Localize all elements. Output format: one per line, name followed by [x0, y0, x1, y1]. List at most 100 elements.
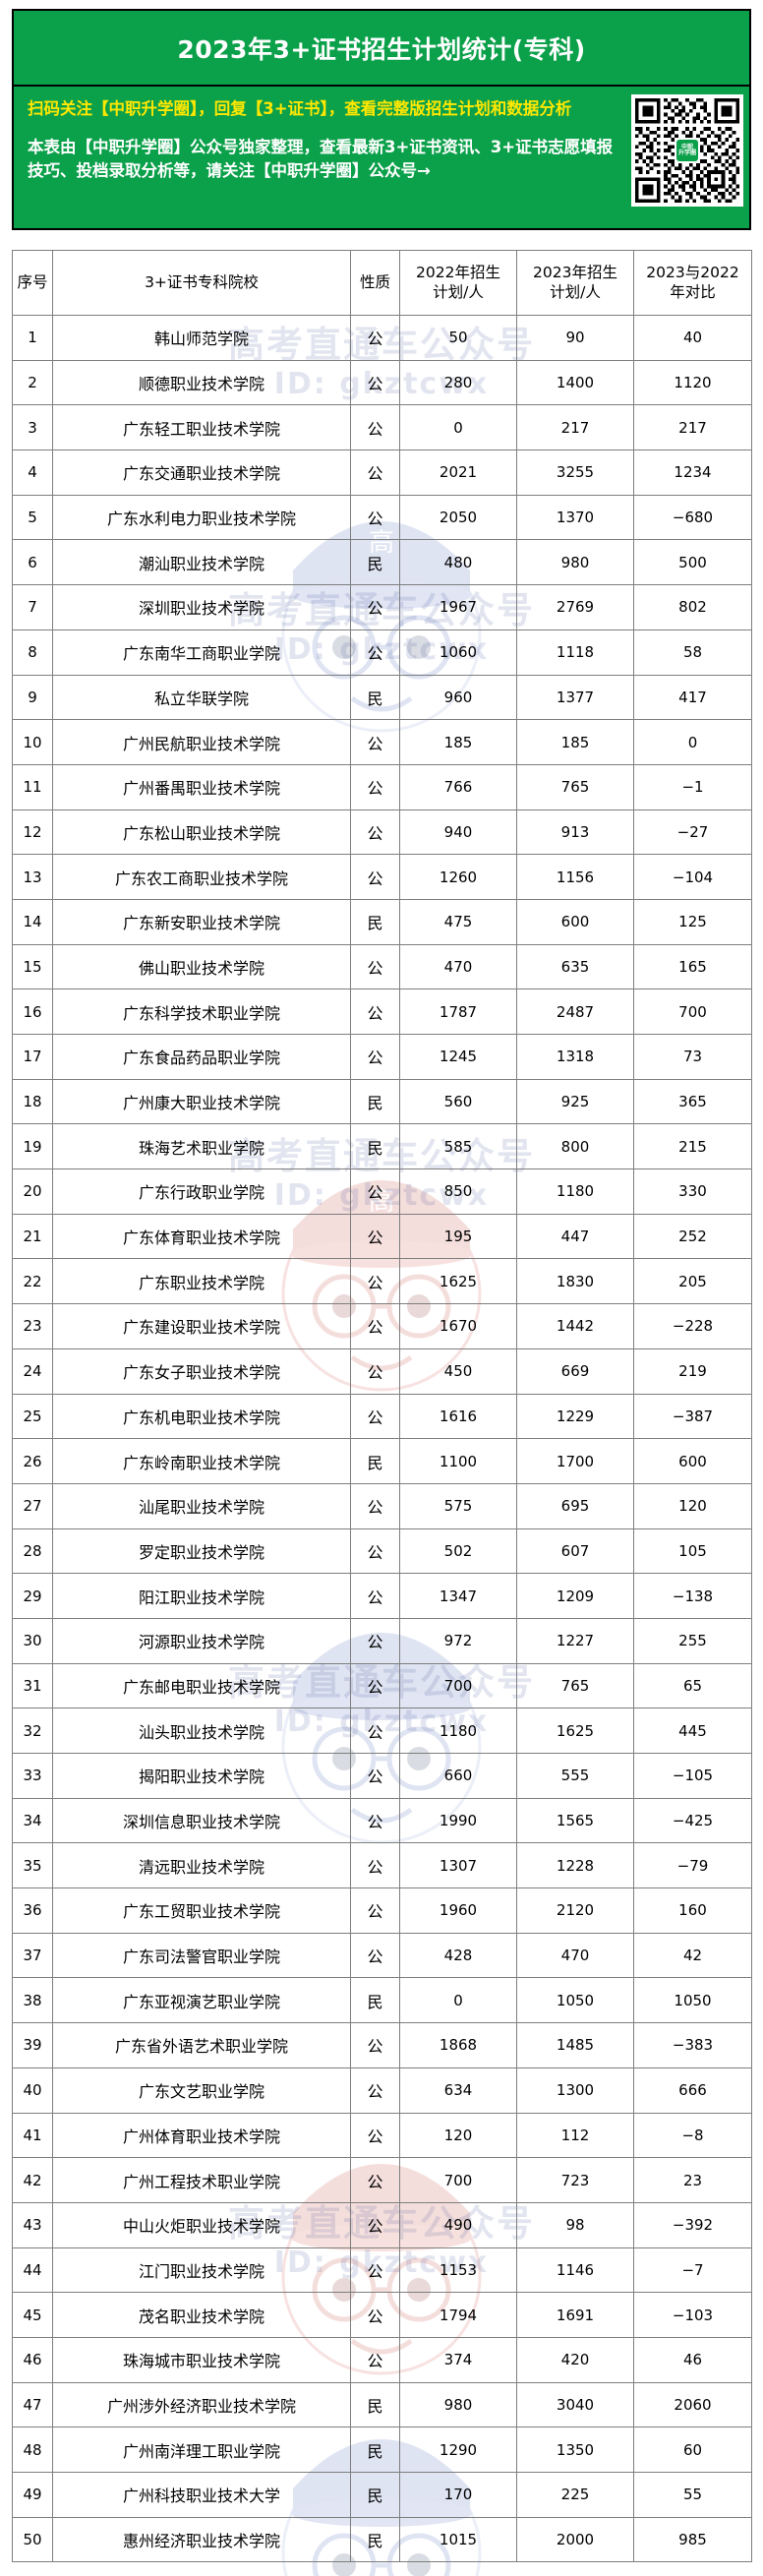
row-plan-2022: 120 [399, 2112, 517, 2159]
row-school-type: 公 [350, 1303, 400, 1349]
row-diff: 985 [633, 2516, 752, 2563]
row-school-type: 公 [350, 1348, 400, 1395]
column-header-plan-2022: 2022年招生 计划/人 [399, 250, 517, 316]
row-plan-2022: 1015 [399, 2516, 517, 2563]
row-index: 32 [12, 1707, 53, 1754]
row-school-type: 民 [350, 1078, 400, 1125]
table-row: 49 广州科技职业技术大学民 170 225 55 [12, 2472, 752, 2518]
table-row: 5 广东水利电力职业技术学院公 2050 1370 −680 [12, 494, 752, 541]
row-diff: −383 [633, 2022, 752, 2068]
column-header-plan-2022-line2: 计划/人 [433, 282, 484, 301]
table-row: 29 阳江职业技术学院公 1347 1209 −138 [12, 1573, 752, 1619]
row-diff: 255 [633, 1617, 752, 1664]
row-school-type: 民 [350, 2426, 400, 2473]
row-diff: −27 [633, 809, 752, 856]
table-row: 35 清远职业技术学院公 1307 1228 −79 [12, 1842, 752, 1889]
row-index: 11 [12, 763, 53, 810]
row-school-type: 公 [350, 1797, 400, 1844]
row-diff: 23 [633, 2157, 752, 2203]
row-school-name: 广东体育职业技术学院 [52, 1213, 351, 1260]
row-diff: 417 [633, 674, 752, 721]
row-school-type: 公 [350, 2292, 400, 2338]
row-school-name: 珠海艺术职业学院 [52, 1123, 351, 1170]
table-row: 47 广州涉外经济职业技术学院民 980 3040 2060 [12, 2381, 752, 2428]
row-plan-2022: 1868 [399, 2022, 517, 2068]
row-plan-2022: 560 [399, 1078, 517, 1125]
row-school-name: 广东邮电职业技术学院 [52, 1662, 351, 1709]
row-index: 46 [12, 2336, 53, 2383]
row-plan-2023: 980 [516, 539, 634, 586]
row-index: 49 [12, 2472, 53, 2518]
table-row: 19 珠海艺术职业学院民 585 800 215 [12, 1123, 752, 1170]
row-plan-2023: 1400 [516, 359, 634, 406]
row-plan-2023: 1146 [516, 2247, 634, 2294]
row-plan-2022: 1260 [399, 854, 517, 900]
table-body: 1 韩山师范学院公 50 90 40 2 顺德职业技术学院公 280 1400 1120 3 广东轻工… [12, 315, 752, 2563]
row-diff: −79 [633, 1842, 752, 1889]
row-plan-2022: 1990 [399, 1797, 517, 1844]
table-row: 25 广东机电职业技术学院公 1616 1229 −387 [12, 1393, 752, 1440]
row-school-type: 公 [350, 1258, 400, 1305]
row-school-name: 清远职业技术学院 [52, 1842, 351, 1889]
table-row: 21 广东体育职业技术学院公 195 447 252 [12, 1213, 752, 1260]
row-plan-2023: 1377 [516, 674, 634, 721]
row-index: 41 [12, 2112, 53, 2159]
qr-code-icon[interactable]: 中职 升学圈 [631, 94, 743, 207]
table-row: 15 佛山职业技术学院公 470 635 165 [12, 943, 752, 990]
row-plan-2023: 1050 [516, 1977, 634, 2024]
row-plan-2022: 1060 [399, 629, 517, 676]
row-school-name: 广州涉外经济职业技术学院 [52, 2381, 351, 2428]
row-plan-2022: 575 [399, 1482, 517, 1529]
enrollment-plan-table-container: 序号 3+证书专科院校 性质 2022年招生 计划/人 2023年招生 计划/人… [12, 250, 752, 2563]
table-row: 23 广东建设职业技术学院公 1670 1442 −228 [12, 1303, 752, 1349]
row-school-type: 公 [350, 1932, 400, 1979]
row-diff: −103 [633, 2292, 752, 2338]
row-school-type: 公 [350, 1662, 400, 1709]
row-plan-2022: 1625 [399, 1258, 517, 1305]
row-school-type: 民 [350, 1123, 400, 1170]
row-school-name: 广东交通职业技术学院 [52, 449, 351, 496]
row-plan-2023: 635 [516, 943, 634, 990]
row-school-type: 公 [350, 1213, 400, 1260]
table-header: 序号 3+证书专科院校 性质 2022年招生 计划/人 2023年招生 计划/人… [12, 250, 752, 316]
row-plan-2023: 447 [516, 1213, 634, 1260]
enrollment-plan-table: 序号 3+证书专科院校 性质 2022年招生 计划/人 2023年招生 计划/人… [12, 250, 752, 2563]
row-plan-2022: 50 [399, 315, 517, 361]
row-diff: −680 [633, 494, 752, 541]
row-school-name: 深圳信息职业技术学院 [52, 1797, 351, 1844]
column-header-diff: 2023与2022 年对比 [633, 250, 752, 316]
table-row: 6 潮汕职业技术学院民 480 980 500 [12, 539, 752, 586]
row-plan-2022: 980 [399, 2381, 517, 2428]
row-index: 37 [12, 1932, 53, 1979]
row-plan-2023: 723 [516, 2157, 634, 2203]
row-school-type: 公 [350, 1887, 400, 1934]
row-plan-2022: 850 [399, 1168, 517, 1215]
table-row: 20 广东行政职业学院公 850 1180 330 [12, 1168, 752, 1215]
row-school-name: 广州科技职业技术大学 [52, 2472, 351, 2518]
row-plan-2023: 470 [516, 1932, 634, 1979]
row-school-name: 广东科学技术职业学院 [52, 988, 351, 1035]
table-row: 33 揭阳职业技术学院公 660 555 −105 [12, 1753, 752, 1799]
row-school-name: 广东机电职业技术学院 [52, 1393, 351, 1440]
table-row: 30 河源职业技术学院公 972 1227 255 [12, 1617, 752, 1664]
row-school-type: 公 [350, 763, 400, 810]
table-row: 14 广东新安职业技术学院民 475 600 125 [12, 898, 752, 945]
row-plan-2022: 470 [399, 943, 517, 990]
row-school-name: 广东轻工职业技术学院 [52, 404, 351, 451]
row-plan-2023: 925 [516, 1078, 634, 1125]
table-row: 48 广州南洋理工职业学院民 1290 1350 60 [12, 2426, 752, 2473]
row-plan-2022: 1960 [399, 1887, 517, 1934]
row-school-name: 广东省外语艺术职业学院 [52, 2022, 351, 2068]
row-index: 27 [12, 1482, 53, 1529]
row-index: 1 [12, 315, 53, 361]
row-plan-2023: 225 [516, 2472, 634, 2518]
row-school-type: 公 [350, 2112, 400, 2159]
row-diff: −387 [633, 1393, 752, 1440]
row-index: 29 [12, 1573, 53, 1619]
row-school-name: 广州康大职业技术学院 [52, 1078, 351, 1125]
table-row: 7 深圳职业技术学院公 1967 2769 802 [12, 584, 752, 630]
row-plan-2023: 1180 [516, 1168, 634, 1215]
row-plan-2023: 695 [516, 1482, 634, 1529]
row-plan-2023: 1625 [516, 1707, 634, 1754]
